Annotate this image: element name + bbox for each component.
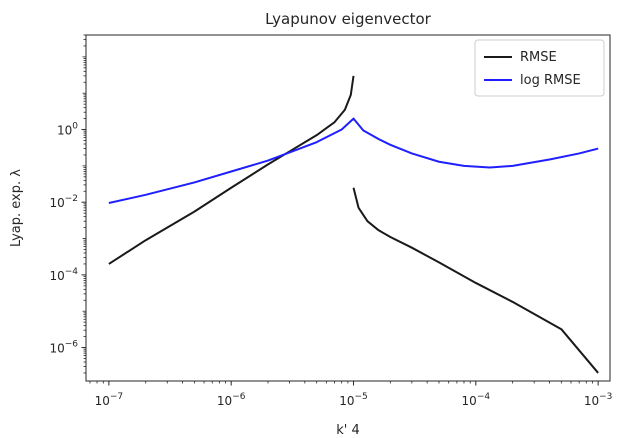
- x-axis: 10−7 10−6 10−5 10−4 10−3: [89, 381, 613, 408]
- legend-label-rmse: RMSE: [520, 50, 557, 65]
- legend: RMSE log RMSE: [474, 39, 605, 97]
- y-axis-label: Lyap. exp. λ: [9, 169, 24, 247]
- y-tick-label: 100: [57, 122, 78, 138]
- legend-label-log-rmse: log RMSE: [520, 73, 581, 88]
- y-axis: 100 10−2 10−4 10−6: [49, 34, 86, 374]
- legend-frame: [474, 39, 605, 97]
- chart-title: Lyapunov eigenvector: [265, 10, 431, 28]
- y-tick-label: 10−6: [49, 340, 78, 356]
- series-line-log-rmse-segment-1: [108, 117, 599, 204]
- series-layer: [108, 75, 599, 374]
- x-tick-label: 10−7: [95, 392, 124, 408]
- y-tick-label: 10−2: [49, 194, 78, 210]
- x-tick-label: 10−6: [217, 392, 246, 408]
- series-line-rmse-segment-1: [108, 75, 355, 265]
- x-tick-label: 10−3: [584, 392, 613, 408]
- x-tick-label: 10−4: [462, 392, 491, 408]
- x-tick-label: 10−5: [339, 392, 368, 408]
- series-line-rmse-segment-2: [352, 187, 599, 374]
- x-axis-label: k' 4: [336, 423, 360, 438]
- y-tick-label: 10−4: [49, 267, 78, 283]
